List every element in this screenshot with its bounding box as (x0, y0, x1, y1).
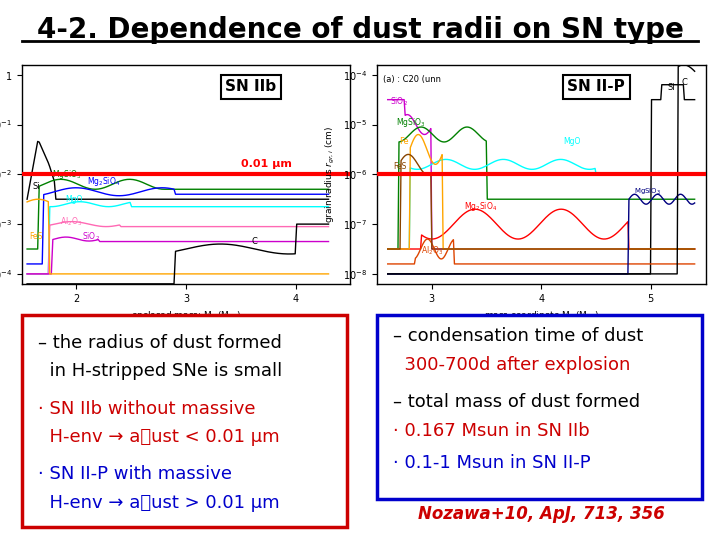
Text: C: C (252, 237, 258, 246)
FancyBboxPatch shape (377, 314, 702, 498)
Text: (a) : C20 (unn: (a) : C20 (unn (383, 75, 441, 84)
Text: Al$_2$O$_3$: Al$_2$O$_3$ (60, 215, 82, 228)
Text: · 0.167 Msun in SN IIb: · 0.167 Msun in SN IIb (393, 422, 590, 440)
X-axis label: mass coordinate M$_r$ (M$_\odot$): mass coordinate M$_r$ (M$_\odot$) (484, 309, 599, 322)
Text: 4-2. Dependence of dust radii on SN type: 4-2. Dependence of dust radii on SN type (37, 16, 683, 44)
Text: 300-700d after explosion: 300-700d after explosion (393, 356, 631, 374)
Text: MgO: MgO (563, 138, 580, 146)
X-axis label: enclosed mass; M$_r$ (M$_\odot$): enclosed mass; M$_r$ (M$_\odot$) (131, 309, 241, 322)
Text: in H-stripped SNe is small: in H-stripped SNe is small (38, 362, 282, 381)
Text: Mg$_2$SiO$_4$: Mg$_2$SiO$_4$ (464, 200, 498, 213)
Text: SiO$_2$: SiO$_2$ (390, 96, 408, 108)
Text: · 0.1-1 Msun in SN II-P: · 0.1-1 Msun in SN II-P (393, 455, 591, 472)
Text: Nozawa+10, ApJ, 713, 356: Nozawa+10, ApJ, 713, 356 (418, 505, 665, 523)
Text: Fe: Fe (399, 138, 408, 146)
Text: – condensation time of dust: – condensation time of dust (393, 327, 644, 346)
Text: Mg$_2$SiO$_4$: Mg$_2$SiO$_4$ (87, 176, 121, 188)
Text: 0.01 μm: 0.01 μm (240, 159, 292, 169)
Text: FeS: FeS (30, 232, 42, 241)
Text: C: C (682, 78, 688, 87)
Text: · SN II-P with massive: · SN II-P with massive (38, 465, 232, 483)
Text: MgSiO$_3$: MgSiO$_3$ (397, 116, 426, 129)
Text: H-env → a₝ust < 0.01 μm: H-env → a₝ust < 0.01 μm (38, 428, 279, 446)
Text: Si: Si (32, 183, 40, 191)
Text: · SN IIb without massive: · SN IIb without massive (38, 400, 256, 418)
Text: MgO: MgO (66, 195, 83, 204)
Text: – the radius of dust formed: – the radius of dust formed (38, 334, 282, 352)
Text: H-env → a₝ust > 0.01 μm: H-env → a₝ust > 0.01 μm (38, 494, 279, 512)
Text: MgSiO$_3$: MgSiO$_3$ (53, 168, 82, 181)
Text: SN II-P: SN II-P (567, 79, 625, 94)
Y-axis label: grain radius $r_{gr,i}$ (cm): grain radius $r_{gr,i}$ (cm) (324, 126, 337, 223)
Text: FeS: FeS (393, 163, 407, 171)
Text: Al$_2$O$_3$: Al$_2$O$_3$ (420, 245, 443, 258)
Text: SN IIb: SN IIb (225, 79, 276, 94)
Text: SiO$_2$: SiO$_2$ (82, 230, 100, 242)
Text: Si: Si (667, 83, 675, 92)
FancyBboxPatch shape (22, 314, 347, 527)
Text: MgSiO$_3$: MgSiO$_3$ (634, 187, 662, 198)
Text: – total mass of dust formed: – total mass of dust formed (393, 393, 640, 411)
